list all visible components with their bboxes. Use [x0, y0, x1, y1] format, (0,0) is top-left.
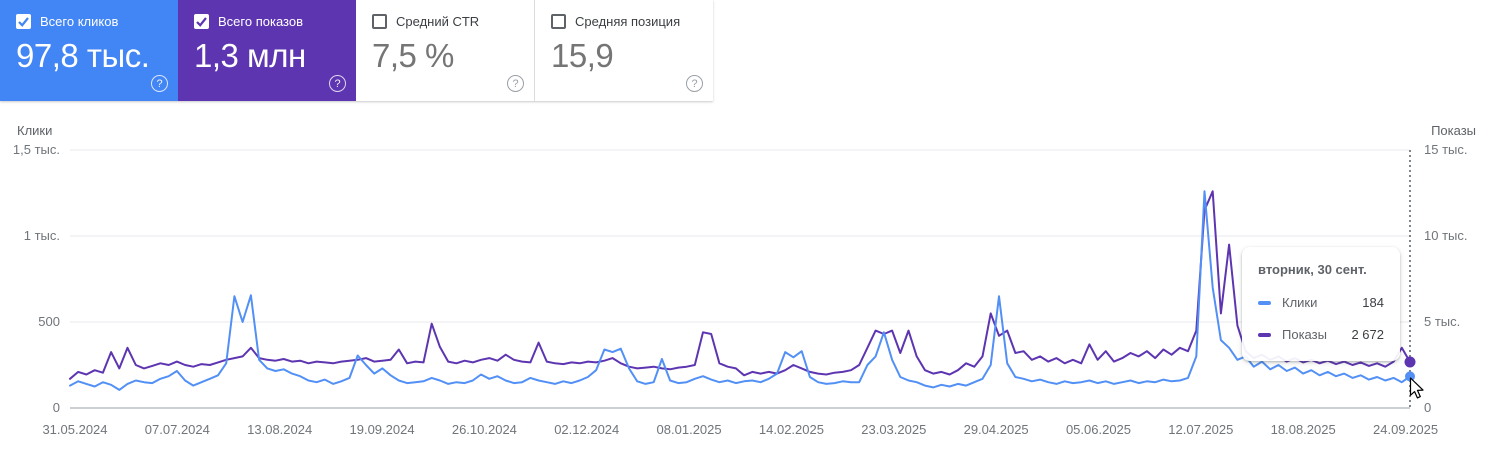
metric-cards-row: Всего кликов 97,8 тыс. ? Всего показов 1… [0, 0, 713, 101]
ctr-checkbox[interactable] [372, 14, 387, 29]
axis-tick-label: 14.02.2025 [758, 422, 824, 437]
help-icon[interactable]: ? [151, 75, 168, 92]
right-axis-title: Показы [1431, 123, 1476, 138]
impressions-checkbox[interactable] [194, 14, 209, 29]
axis-tick-label: 29.04.2025 [963, 422, 1029, 437]
clicks-series-marker [1258, 300, 1271, 305]
axis-tick-label: 1 тыс. [23, 228, 60, 243]
axis-tick-label: 500 [38, 314, 60, 329]
card-total-clicks[interactable]: Всего кликов 97,8 тыс. ? [0, 0, 178, 101]
card-average-ctr-label: Средний CTR [396, 14, 480, 29]
axis-tick-label: 18.08.2025 [1270, 422, 1336, 437]
axis-tick-label: 08.01.2025 [656, 422, 722, 437]
card-average-position-label: Средняя позиция [575, 14, 681, 29]
axis-tick-label: 1,5 тыс. [12, 142, 60, 157]
tooltip-impressions-value: 2 672 [1351, 327, 1384, 342]
tooltip-date: вторник, 30 сент. [1258, 262, 1367, 277]
card-total-clicks-value: 97,8 тыс. [16, 37, 150, 74]
help-icon[interactable]: ? [686, 75, 703, 92]
card-total-impressions-value: 1,3 млн [194, 37, 306, 74]
axis-tick-label: 31.05.2024 [42, 422, 108, 437]
left-axis-title: Клики [17, 123, 53, 138]
axis-tick-label: 26.10.2024 [451, 422, 517, 437]
tooltip-clicks-value: 184 [1362, 295, 1384, 310]
impressions-series-marker [1258, 332, 1271, 337]
tooltip-row-impressions: Показы 2 672 [1258, 327, 1384, 342]
card-average-ctr[interactable]: Средний CTR 7,5 % ? [356, 0, 534, 101]
axis-tick-label: 5 тыс. [1424, 314, 1461, 329]
axis-tick-label: 24.09.2025 [1373, 422, 1439, 437]
card-total-clicks-label: Всего кликов [40, 14, 119, 29]
axis-tick-label: 15 тыс. [1424, 142, 1468, 157]
axis-tick-label: 02.12.2024 [554, 422, 620, 437]
help-icon[interactable]: ? [507, 75, 524, 92]
tooltip-row-clicks: Клики 184 [1258, 295, 1384, 310]
clicks-checkbox[interactable] [16, 14, 31, 29]
axis-tick-label: 23.03.2025 [861, 422, 927, 437]
mouse-cursor-icon [1409, 377, 1424, 399]
help-icon[interactable]: ? [329, 75, 346, 92]
position-checkbox[interactable] [551, 14, 566, 29]
axis-tick-label: 13.08.2024 [247, 422, 313, 437]
hover-tooltip: вторник, 30 сент. Клики 184 Показы 2 672 [1242, 247, 1400, 361]
card-average-position[interactable]: Средняя позиция 15,9 ? [535, 0, 713, 101]
card-average-position-value: 15,9 [551, 37, 614, 74]
axis-tick-label: 0 [52, 400, 60, 415]
card-average-ctr-value: 7,5 % [372, 37, 454, 74]
axis-tick-label: 05.06.2025 [1065, 422, 1132, 437]
card-total-impressions[interactable]: Всего показов 1,3 млн ? [178, 0, 356, 101]
card-total-impressions-label: Всего показов [218, 14, 303, 29]
axis-tick-label: 12.07.2025 [1168, 422, 1234, 437]
axis-tick-label: 19.09.2024 [349, 422, 415, 437]
axis-tick-label: 07.07.2024 [144, 422, 210, 437]
card-divider [534, 0, 535, 101]
axis-tick-label: 0 [1424, 400, 1432, 415]
axis-tick-label: 10 тыс. [1424, 228, 1468, 243]
